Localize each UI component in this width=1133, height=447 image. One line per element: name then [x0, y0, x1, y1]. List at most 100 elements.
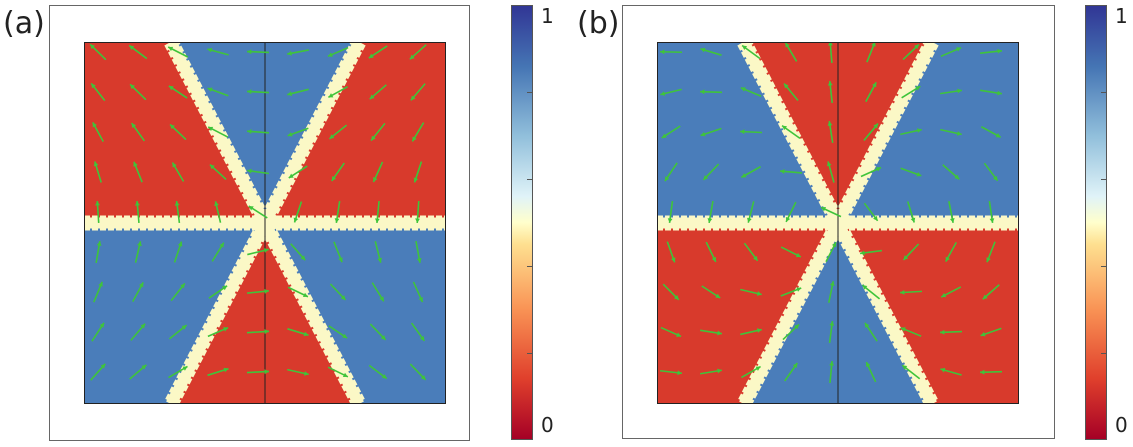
vector-arrow-head: [409, 54, 415, 60]
vector-arrow-head: [177, 241, 183, 247]
vector-arrow-head: [168, 46, 174, 52]
vector-arrow-head: [740, 87, 746, 92]
vector-arrow-head: [753, 255, 758, 261]
vector-arrow-head: [717, 368, 722, 374]
vector-arrow-head: [660, 49, 665, 55]
vector-arrow-head: [303, 331, 309, 337]
vector-arrow-head: [93, 161, 99, 167]
domain-region: [838, 223, 1019, 404]
vector-arrow-head: [303, 371, 309, 376]
domain-region: [84, 223, 265, 404]
vector-arrow-head: [141, 364, 147, 370]
vector-arrow-head: [247, 129, 252, 134]
vector-arrow-head: [828, 42, 833, 46]
vector-arrow-head: [129, 45, 135, 50]
vector-arrow-head: [247, 49, 252, 55]
vector-arrow-head: [949, 218, 955, 223]
vector-arrow-head: [207, 47, 213, 53]
vector-arrow-head: [293, 217, 299, 223]
vector-arrow-head: [796, 287, 802, 292]
vector-arrow-head: [130, 84, 135, 90]
vector-arrow-head: [941, 292, 947, 298]
vector-arrow-head: [95, 201, 100, 206]
vector-arrow-head: [373, 177, 378, 183]
vector-arrow-head: [915, 86, 921, 91]
vector-arrow-head: [247, 168, 252, 174]
vector-arrow-head: [140, 323, 146, 329]
colorbar-b-min-label: 0: [1115, 413, 1128, 437]
vector-arrow-head: [342, 372, 348, 378]
vector-arrow-head: [873, 215, 878, 221]
vector-arrow-head: [829, 321, 835, 326]
domain-region: [657, 223, 838, 404]
colorbar-a-max-label: 1: [541, 4, 554, 28]
vector-arrow-head: [338, 257, 343, 263]
colorbar-b-tick: [1101, 266, 1107, 267]
vector-arrow-head: [287, 132, 293, 137]
vector-arrow-head: [785, 42, 790, 48]
vector-arrow-head: [794, 324, 799, 330]
vector-arrow-head: [900, 289, 905, 295]
vector-arrow-head: [168, 85, 174, 91]
vector-arrow-head: [957, 88, 962, 94]
domain-region: [265, 223, 446, 404]
vector-arrow-head: [980, 331, 986, 337]
vector-arrow-head: [99, 322, 105, 328]
vector-arrow-head: [368, 53, 374, 59]
vector-arrow-head: [785, 216, 791, 222]
vector-arrow-head: [334, 218, 340, 223]
vector-arrow-head: [755, 366, 761, 371]
vector-arrow-head: [986, 257, 991, 263]
vector-arrow-head: [263, 248, 269, 253]
vector-arrow-head: [264, 329, 269, 334]
vector-arrow-head: [371, 135, 376, 141]
vector-arrow-head: [902, 365, 908, 370]
colorbar-a-tick: [527, 353, 533, 354]
vector-arrow-head: [667, 218, 673, 223]
vector-arrow-head: [302, 292, 308, 298]
vector-arrow-head: [664, 176, 670, 182]
domain-region: [84, 42, 265, 223]
vector-arrow-head: [90, 44, 95, 50]
vector-arrow-head: [873, 123, 879, 129]
vector-arrow-head: [288, 173, 294, 178]
vector-arrow-head: [827, 81, 833, 86]
vector-arrow-head: [264, 288, 269, 294]
vector-arrow-head: [742, 45, 748, 51]
vector-arrow-head: [181, 325, 187, 330]
domain-region: [265, 42, 446, 223]
map-border: [84, 42, 446, 404]
vector-arrow-head: [676, 332, 682, 337]
vector-arrow-head: [700, 89, 705, 95]
vector-arrow-head: [331, 176, 337, 182]
vector-arrow-head: [380, 335, 386, 340]
vector-arrow-head: [208, 126, 214, 132]
vector-arrow-head: [756, 328, 762, 333]
vector-arrow-head: [829, 361, 835, 366]
vector-arrow-head: [328, 93, 334, 98]
vector-arrow-head: [860, 250, 865, 256]
vector-arrow-head: [831, 242, 837, 248]
colorbar-b-tick: [1101, 92, 1107, 93]
vector-arrow-head: [756, 291, 762, 296]
vector-arrow-head: [872, 82, 877, 88]
vector-arrow-head: [707, 218, 713, 223]
vector-arrow-head: [329, 134, 335, 139]
colorbar-a-tick: [527, 179, 533, 180]
vector-arrow-head: [862, 285, 868, 290]
vector-arrow-head: [381, 374, 387, 379]
vector-arrow-head: [98, 281, 103, 287]
colorbar-a-tick: [527, 266, 533, 267]
vector-arrow-head: [222, 285, 228, 291]
vector-arrow-head: [369, 94, 375, 100]
vector-arrow-head: [209, 164, 215, 170]
colorbar-a-min-label: 0: [541, 413, 554, 437]
vector-arrow-head: [940, 367, 946, 373]
vector-arrow-head: [711, 256, 717, 262]
vector-arrow-head: [180, 283, 185, 289]
vector-arrow-head: [139, 282, 144, 288]
vector-arrow-head: [876, 167, 882, 172]
domain-region: [838, 42, 1019, 223]
vector-arrow-head: [982, 294, 988, 300]
vector-arrow-head: [827, 121, 833, 126]
